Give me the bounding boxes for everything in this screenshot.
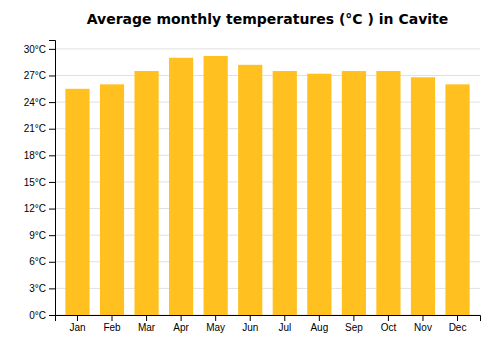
- x-tick-mark: [146, 315, 147, 321]
- x-tick: Aug: [310, 315, 328, 333]
- y-tick-label: 30°C: [24, 44, 46, 55]
- x-tick-mark: [422, 315, 423, 321]
- x-tick-label: Jan: [69, 322, 85, 333]
- x-tick-label: Jun: [242, 322, 258, 333]
- y-tick: 9°C: [29, 230, 55, 241]
- y-tick: 27°C: [24, 70, 55, 81]
- y-tick: 15°C: [24, 177, 55, 188]
- x-tick-mark: [112, 315, 113, 321]
- bars: [65, 56, 469, 315]
- x-tick-mark: [284, 315, 285, 321]
- x-tick: Feb: [103, 315, 121, 333]
- y-tick-mark: [49, 102, 55, 103]
- y-tick-mark: [49, 155, 55, 156]
- x-tick-label: Nov: [414, 322, 432, 333]
- x-tick-label: Mar: [138, 322, 156, 333]
- y-tick-mark: [49, 49, 55, 50]
- x-tick: Sep: [345, 315, 363, 333]
- x-tick-label: Apr: [173, 322, 189, 333]
- x-tick-label: Aug: [310, 322, 328, 333]
- x-tick-mark: [353, 315, 354, 321]
- y-tick: 24°C: [24, 97, 55, 108]
- y-tick-label: 3°C: [29, 283, 46, 294]
- x-tick-label: Sep: [345, 322, 363, 333]
- grid-line: [55, 48, 480, 49]
- x-tick: Jan: [69, 315, 85, 333]
- y-tick: 18°C: [24, 150, 55, 161]
- y-axis-line: [49, 41, 56, 316]
- chart: Jan Feb Mar Apr May Jun Jul Aug Sep Oct Nov Dec 0°C 3…: [0, 0, 500, 350]
- y-tick-mark: [49, 315, 55, 316]
- grid: [55, 49, 480, 315]
- bar: [273, 71, 297, 315]
- bar: [342, 71, 366, 315]
- x-tick-label: Jul: [278, 322, 291, 333]
- y-tick: 6°C: [29, 256, 55, 267]
- y-tick: 0°C: [29, 310, 55, 321]
- x-tick-mark: [457, 315, 458, 321]
- x-tick-label: Oct: [381, 322, 397, 333]
- x-tick: Oct: [381, 315, 397, 333]
- y-tick-mark: [49, 235, 55, 236]
- x-tick-mark: [181, 315, 182, 321]
- y-tick: 21°C: [24, 123, 55, 134]
- y-axis: 0°C 3°C 6°C 9°C 12°C 15°C 18°C 21°C 24°C 27°C 30°C: [24, 41, 56, 321]
- bar: [307, 74, 331, 315]
- x-axis: Jan Feb Mar Apr May Jun Jul Aug Sep Oct Nov Dec: [56, 315, 481, 333]
- bar: [100, 84, 124, 315]
- x-tick-mark: [215, 315, 216, 321]
- y-tick-label: 18°C: [24, 150, 46, 161]
- x-tick: Apr: [173, 315, 189, 333]
- x-tick: Jun: [242, 315, 258, 333]
- y-tick-label: 12°C: [24, 203, 46, 214]
- title: Average monthly temperatures (°C ) in Ca…: [87, 11, 449, 27]
- grid-line: [55, 75, 480, 76]
- bar: [238, 65, 262, 315]
- bar: [65, 89, 89, 315]
- x-tick-label: Feb: [103, 322, 121, 333]
- y-tick-mark: [49, 288, 55, 289]
- y-tick-mark: [49, 262, 55, 263]
- x-tick: May: [206, 315, 225, 333]
- y-tick-label: 24°C: [24, 97, 46, 108]
- y-tick-label: 9°C: [29, 230, 46, 241]
- bar: [411, 77, 435, 315]
- x-tick-mark: [77, 315, 78, 321]
- bar: [134, 71, 158, 315]
- x-tick: Nov: [414, 315, 432, 333]
- x-tick-mark: [319, 315, 320, 321]
- y-tick: 3°C: [29, 283, 55, 294]
- plot: Jan Feb Mar Apr May Jun Jul Aug Sep Oct Nov Dec 0°C 3…: [24, 41, 481, 334]
- y-tick-label: 27°C: [24, 70, 46, 81]
- x-tick-label: May: [206, 322, 225, 333]
- x-tick-label: Dec: [449, 322, 467, 333]
- y-tick-label: 15°C: [24, 177, 46, 188]
- y-tick-label: 21°C: [24, 123, 46, 134]
- y-tick-mark: [49, 209, 55, 210]
- x-axis-line: [56, 316, 481, 322]
- bar: [445, 84, 469, 315]
- y-tick-mark: [49, 129, 55, 130]
- x-tick: Mar: [138, 315, 156, 333]
- y-tick-mark: [49, 75, 55, 76]
- x-tick: Dec: [449, 315, 467, 333]
- x-tick-mark: [250, 315, 251, 321]
- y-tick: 30°C: [24, 44, 55, 55]
- bar: [169, 58, 193, 315]
- y-tick-label: 6°C: [29, 256, 46, 267]
- x-tick: Jul: [278, 315, 291, 333]
- y-tick: 12°C: [24, 203, 55, 214]
- bar: [376, 71, 400, 315]
- y-tick-label: 0°C: [29, 310, 46, 321]
- y-tick-mark: [49, 182, 55, 183]
- x-tick-mark: [388, 315, 389, 321]
- bar: [204, 56, 228, 315]
